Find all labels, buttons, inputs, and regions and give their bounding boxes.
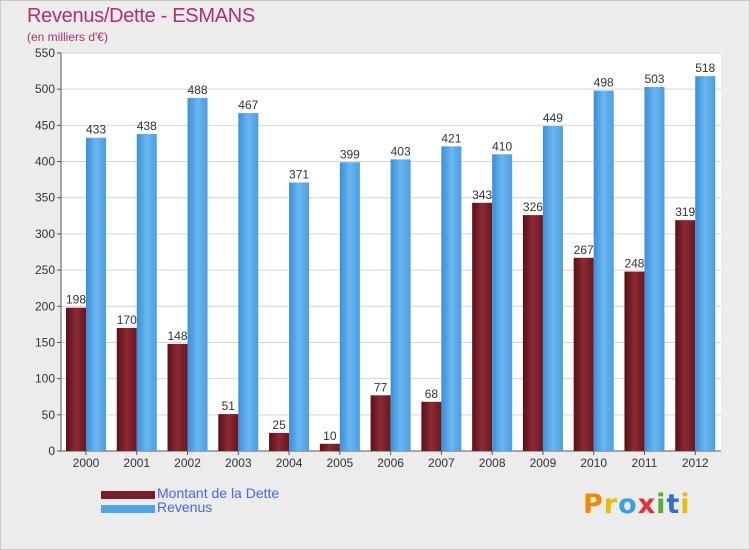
data-label-revenus: 438 [137, 119, 157, 133]
proxiti-logo: Proxiti [583, 489, 691, 520]
data-label-dette: 148 [168, 329, 188, 343]
data-label-revenus: 467 [238, 98, 258, 112]
y-tick-label: 100 [35, 372, 55, 386]
data-label-dette: 326 [523, 200, 543, 214]
logo-letter: x [637, 489, 657, 520]
data-label-dette: 10 [323, 429, 337, 443]
logo-letter: t [666, 489, 681, 520]
y-tick-label: 50 [42, 408, 56, 422]
bar-revenus [289, 182, 310, 451]
y-tick-label: 250 [35, 263, 55, 277]
x-tick-label: 2011 [632, 456, 658, 470]
x-tick-label: 2002 [174, 456, 201, 470]
x-tick-label: 2009 [530, 456, 557, 470]
data-label-dette: 77 [374, 380, 388, 394]
data-label-dette: 248 [624, 257, 644, 271]
logo-letter: P [583, 489, 604, 520]
data-label-dette: 267 [574, 243, 594, 257]
chart-subtitle: (en milliers d'€) [27, 30, 108, 44]
bar-revenus [136, 134, 157, 451]
x-tick-label: 2000 [73, 456, 100, 470]
data-label-revenus: 403 [391, 144, 411, 158]
bar-revenus [593, 90, 614, 451]
bar-revenus [339, 162, 360, 451]
data-label-revenus: 410 [492, 139, 512, 153]
x-tick-label: 2004 [276, 456, 303, 470]
x-tick-label: 2008 [479, 456, 506, 470]
bar-dette [116, 327, 137, 451]
bar-dette [573, 257, 594, 451]
data-label-revenus: 518 [695, 61, 715, 75]
logo-letter: o [618, 489, 638, 520]
bar-revenus [542, 126, 563, 451]
y-tick-label: 200 [35, 299, 55, 313]
data-label-dette: 25 [272, 418, 286, 432]
bar-dette [66, 307, 86, 451]
y-tick-label: 350 [35, 191, 55, 205]
data-label-dette: 343 [472, 188, 492, 202]
bar-revenus [187, 97, 208, 452]
y-tick-label: 400 [35, 155, 55, 169]
x-tick-label: 2010 [580, 456, 607, 470]
legend-label-dette: Montant de la Dette [157, 485, 280, 501]
y-tick-label: 450 [35, 118, 55, 132]
logo-letter: i [680, 489, 691, 520]
bar-dette [167, 343, 188, 451]
bar-revenus [492, 154, 513, 452]
bar-revenus [86, 137, 106, 451]
data-label-revenus: 421 [441, 131, 461, 145]
logo-letter: i [656, 489, 667, 520]
legend-label-revenus: Revenus [157, 499, 213, 515]
bar-revenus [644, 87, 665, 451]
y-tick-label: 300 [35, 227, 55, 241]
data-label-dette: 68 [425, 387, 439, 401]
data-label-revenus: 503 [644, 72, 664, 86]
bar-dette [421, 401, 442, 451]
x-tick-label: 2003 [225, 456, 252, 470]
bar-revenus [695, 76, 716, 451]
chart-title: Revenus/Dette - ESMANS [27, 5, 255, 27]
bar-dette [269, 432, 290, 451]
x-tick-label: 2012 [682, 456, 709, 470]
x-tick-label: 2006 [377, 456, 404, 470]
data-label-revenus: 488 [188, 83, 208, 97]
legend-swatch-dette [101, 491, 155, 499]
bar-revenus [390, 159, 411, 451]
x-tick-label: 2005 [326, 456, 353, 470]
bar-dette [522, 215, 543, 451]
bar-revenus [441, 146, 462, 451]
bar-dette [472, 202, 493, 451]
bar-dette [675, 220, 696, 451]
x-tick-label: 2007 [428, 456, 455, 470]
bar-dette [624, 271, 645, 451]
data-label-dette: 198 [66, 293, 86, 307]
logo-letter: r [603, 489, 619, 520]
data-label-dette: 319 [675, 205, 695, 219]
data-label-revenus: 449 [543, 111, 563, 125]
y-tick-label: 500 [35, 82, 55, 96]
data-label-dette: 51 [222, 399, 236, 413]
bar-dette [370, 395, 391, 451]
bar-revenus [238, 113, 259, 451]
bar-dette [319, 443, 340, 451]
data-label-revenus: 498 [594, 76, 614, 90]
y-tick-label: 0 [48, 444, 55, 458]
y-tick-label: 150 [35, 335, 55, 349]
x-tick-label: 2001 [123, 456, 150, 470]
data-label-revenus: 371 [289, 168, 309, 182]
data-label-revenus: 399 [340, 147, 360, 161]
data-label-dette: 170 [117, 313, 137, 327]
data-label-revenus: 433 [86, 123, 106, 137]
bar-dette [218, 414, 239, 451]
y-tick-label: 550 [35, 46, 55, 60]
legend-swatch-revenus [101, 505, 155, 513]
